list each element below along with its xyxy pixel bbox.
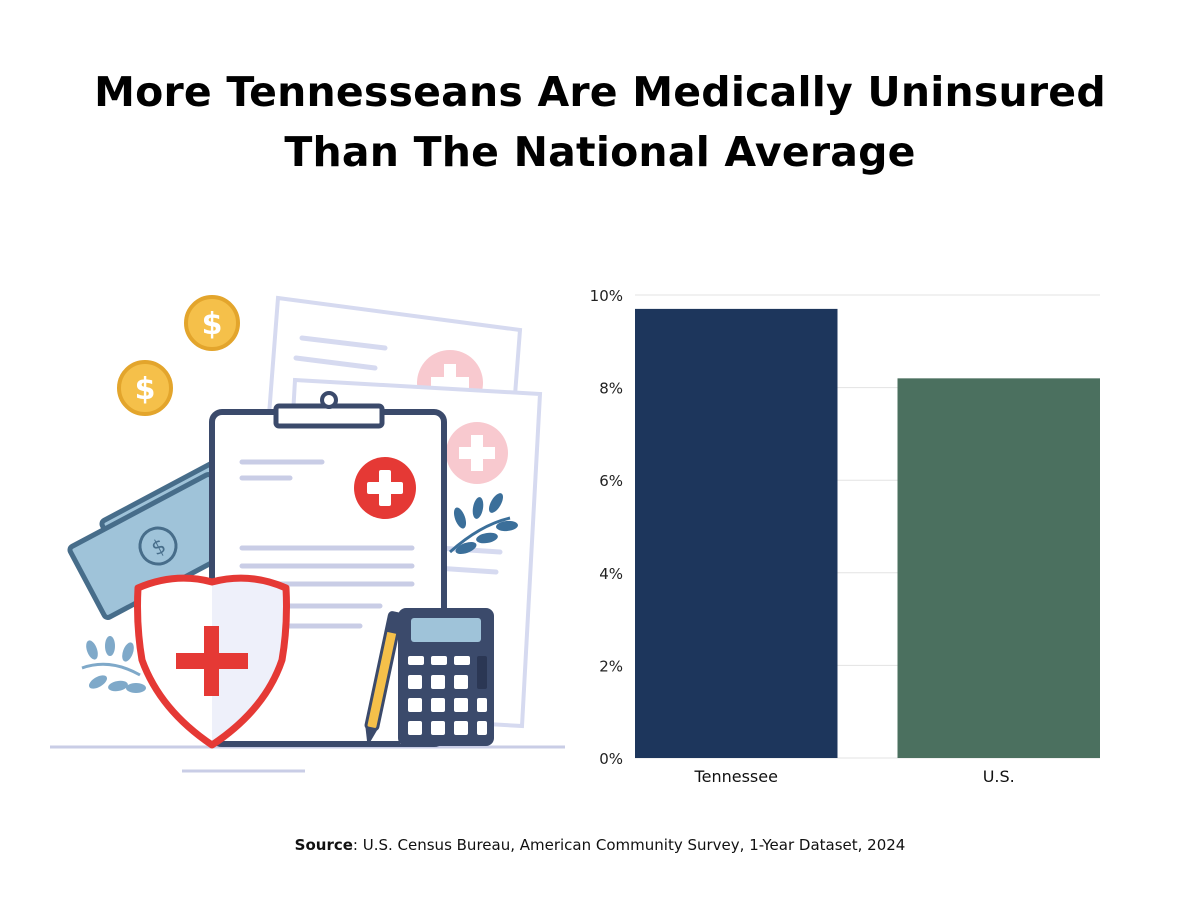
- x-tick-label: Tennessee: [694, 767, 778, 786]
- x-tick-label: U.S.: [983, 767, 1015, 786]
- bar-tennessee: [635, 308, 838, 758]
- leaf-branch-icon: [81, 636, 146, 693]
- shield-icon: [134, 574, 290, 749]
- insurance-illustration: $ $ $ $: [50, 295, 565, 773]
- leaf-branch-icon: [448, 493, 518, 555]
- bars: [635, 308, 1100, 758]
- y-tick-label: 2%: [599, 657, 623, 675]
- medical-cross-icon: [354, 457, 416, 519]
- title-line-1: More Tennesseans Are Medically Uninsured: [94, 68, 1106, 116]
- y-tick-label: 6%: [599, 472, 623, 490]
- dollar-coin-icon: $: [117, 360, 173, 416]
- calculator-icon: [398, 608, 494, 746]
- dollar-coin-icon: $: [184, 295, 240, 351]
- page-title: More Tennesseans Are Medically Uninsured…: [0, 62, 1200, 182]
- y-tick-label: 10%: [590, 287, 623, 305]
- pen-icon: [364, 611, 403, 747]
- y-tick-label: 0%: [599, 750, 623, 768]
- title-line-2: Than The National Average: [284, 128, 916, 176]
- bar-u-s: [897, 378, 1100, 758]
- y-tick-label: 4%: [599, 565, 623, 583]
- svg-text:$: $: [202, 307, 223, 342]
- y-axis-ticks: 0% 2% 4% 6% 8% 10%: [590, 287, 623, 768]
- source-label: Source: [294, 836, 353, 854]
- uninsured-bar-chart: 0% 2% 4% 6% 8% 10% Tennessee U.S.: [590, 287, 1100, 786]
- source-text: : U.S. Census Bureau, American Community…: [352, 836, 906, 854]
- y-tick-label: 8%: [599, 380, 623, 398]
- svg-text:$: $: [135, 372, 156, 407]
- x-axis-ticks: Tennessee U.S.: [694, 767, 1015, 786]
- source-note: Source: U.S. Census Bureau, American Com…: [0, 836, 1200, 854]
